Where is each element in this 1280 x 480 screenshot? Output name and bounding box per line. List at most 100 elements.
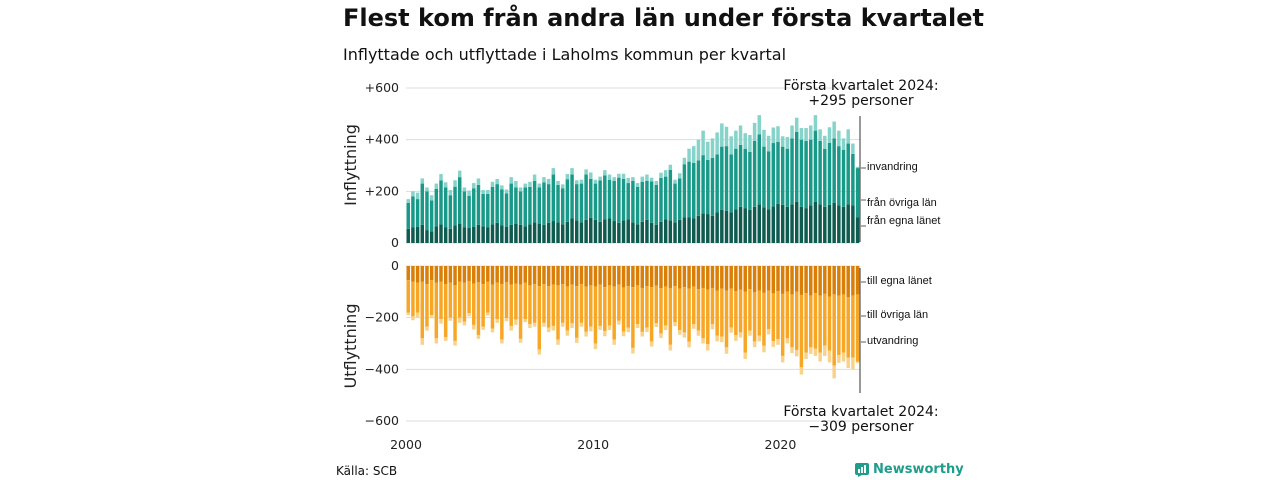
bar-outflow-abroad	[406, 312, 410, 316]
bar-outflow-other	[827, 296, 832, 351]
bar-inflow-own	[565, 221, 570, 243]
bar-inflow-abroad	[846, 129, 850, 144]
bar-inflow-own	[617, 222, 621, 243]
y-tick-label-inflow: +200	[365, 183, 399, 198]
bar-outflow-abroad	[809, 347, 813, 354]
bar-inflow-other	[710, 157, 715, 216]
bar-outflow-abroad	[411, 316, 415, 321]
bar-outflow-own	[851, 266, 855, 296]
bar-outflow-own	[500, 266, 504, 285]
bar-inflow-other	[846, 143, 850, 205]
bar-inflow-abroad	[457, 170, 462, 178]
y-tick-labels: 0 +200 +400 +600 0 −200 −400 −600	[365, 80, 399, 428]
bar-inflow-other	[406, 202, 410, 229]
bar-inflow-own	[710, 215, 715, 243]
bar-inflow-abroad	[532, 174, 537, 181]
bar-outflow-own	[457, 266, 462, 282]
bar-outflow-own	[790, 266, 794, 295]
bar-outflow-own	[659, 266, 663, 289]
brand-logo[interactable]: Newsworthy	[855, 462, 964, 477]
bar-inflow-abroad	[645, 174, 649, 181]
bar-outflow-own	[682, 266, 687, 288]
bar-inflow-own	[631, 222, 635, 243]
bar-inflow-own	[663, 219, 668, 243]
bar-inflow-abroad	[720, 123, 724, 147]
bar-inflow-own	[626, 219, 630, 243]
bar-outflow-abroad	[631, 347, 635, 354]
bar-outflow-own	[434, 266, 439, 283]
bar-inflow-abroad	[631, 177, 635, 181]
bar-outflow-own	[574, 266, 579, 287]
bar-outflow-other	[621, 287, 626, 332]
bar-outflow-other	[748, 289, 752, 331]
bar-inflow-other	[462, 191, 467, 228]
bar-inflow-own	[509, 224, 513, 243]
bar-inflow-own	[766, 209, 771, 243]
bar-inflow-other	[486, 193, 490, 228]
segment-labels-outflow: till egna länet till övriga län utvandri…	[861, 275, 932, 347]
bar-outflow-abroad	[724, 347, 729, 354]
bar-inflow-other	[748, 151, 752, 210]
bar-inflow-other	[457, 177, 462, 224]
bar-outflow-other	[495, 282, 499, 319]
bar-outflow-abroad	[649, 341, 654, 347]
bar-inflow-other	[668, 169, 673, 221]
bar-outflow-abroad	[607, 325, 612, 331]
x-tick-labels: 2000 2010 2020	[390, 437, 796, 452]
bar-inflow-abroad	[472, 183, 476, 189]
bar-inflow-own	[841, 206, 846, 243]
bar-inflow-other	[687, 161, 691, 218]
bar-outflow-abroad	[654, 323, 659, 327]
bar-outflow-abroad	[635, 324, 640, 328]
bar-outflow-other	[542, 284, 546, 323]
newsworthy-icon	[855, 462, 869, 477]
bar-inflow-abroad	[734, 130, 738, 149]
bar-outflow-own	[710, 266, 715, 288]
bar-inflow-abroad	[453, 180, 457, 187]
bar-outflow-other	[654, 285, 659, 324]
bar-inflow-abroad	[799, 128, 804, 140]
bar-inflow-abroad	[509, 177, 513, 184]
bar-inflow-abroad	[654, 181, 659, 185]
bar-inflow-own	[574, 220, 579, 243]
bar-outflow-own	[425, 266, 429, 285]
bar-inflow-own	[771, 206, 776, 243]
bar-outflow-other	[757, 290, 762, 336]
bar-outflow-own	[472, 266, 476, 284]
bar-outflow-own	[570, 266, 574, 285]
bar-outflow-own	[799, 266, 804, 295]
bar-inflow-other	[429, 200, 434, 232]
bar-inflow-own	[677, 219, 682, 243]
bar-outflow-other	[476, 282, 481, 335]
bar-outflow-own	[818, 266, 822, 296]
bar-outflow-other	[631, 287, 635, 348]
bar-inflow-abroad	[626, 177, 630, 184]
bar-inflow-abroad	[411, 191, 415, 197]
bar-outflow-abroad	[495, 318, 499, 323]
bar-inflow-own	[448, 228, 453, 243]
bar-inflow-other	[603, 175, 607, 220]
bar-outflow-other	[420, 281, 425, 339]
bar-outflow-abroad	[720, 336, 724, 343]
bar-outflow-own	[486, 266, 490, 282]
bar-inflow-abroad	[724, 126, 729, 147]
bar-inflow-abroad	[668, 164, 673, 170]
bar-outflow-own	[766, 266, 771, 291]
bar-outflow-abroad	[472, 324, 476, 330]
source-note: Källa: SCB	[336, 464, 398, 478]
bar-inflow-other	[813, 130, 818, 202]
bar-inflow-abroad	[443, 182, 448, 188]
bar-inflow-other	[785, 148, 790, 207]
x-tick-label: 2000	[390, 437, 422, 452]
y-tick-label-outflow: −600	[365, 413, 399, 428]
bar-outflow-abroad	[467, 313, 471, 317]
bar-outflow-own	[771, 266, 776, 294]
bar-inflow-abroad	[598, 176, 602, 181]
bar-inflow-other	[439, 180, 443, 225]
bar-outflow-own	[560, 266, 565, 285]
bar-outflow-abroad	[462, 321, 467, 326]
bar-outflow-own	[687, 266, 691, 289]
bar-outflow-own	[420, 266, 425, 282]
bar-outflow-other	[626, 286, 630, 328]
bar-outflow-own	[813, 266, 818, 294]
